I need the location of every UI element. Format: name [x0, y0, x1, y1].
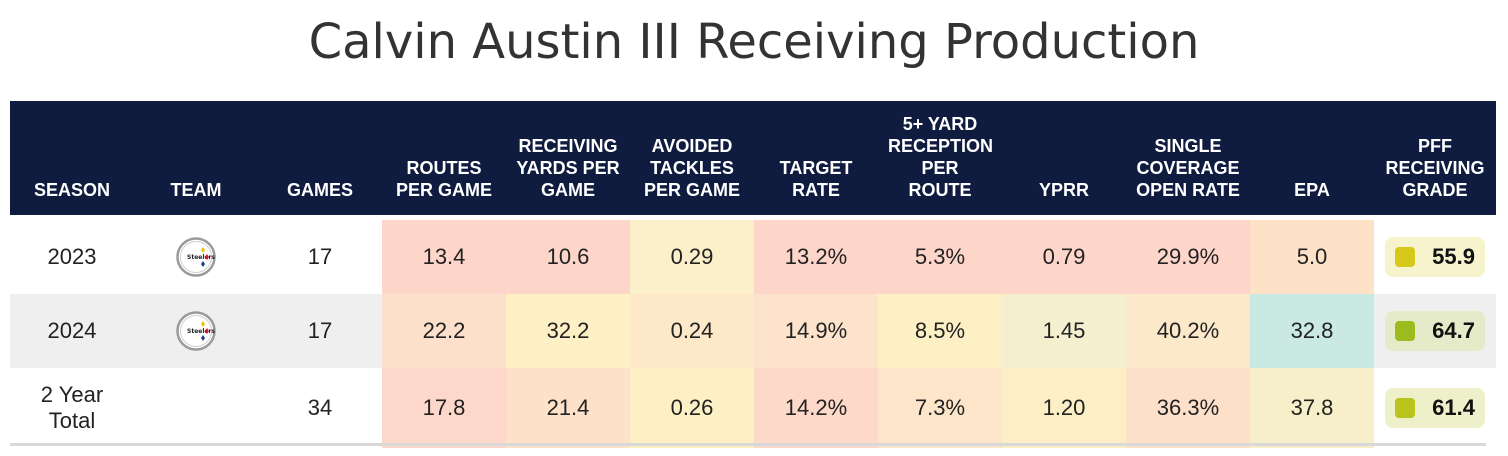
- season-cell: 2024: [47, 318, 97, 343]
- epa-cell: 5.0: [1250, 220, 1374, 294]
- yprr-cell: 0.79: [1002, 220, 1126, 294]
- table-row: 2024 Steelers 17 22.2 32.2 0.24 14.9% 8.5% 1.45 4…: [10, 294, 1496, 368]
- ryds-cell: 21.4: [506, 368, 630, 448]
- team-cell: Steelers: [134, 294, 258, 368]
- games-cell: 17: [307, 318, 333, 343]
- target-cell: 13.2%: [754, 220, 878, 294]
- svg-text:Steelers: Steelers: [187, 328, 215, 335]
- avoided-cell: 0.26: [630, 368, 754, 448]
- games-cell: 17: [307, 244, 333, 269]
- svg-text:Steelers: Steelers: [187, 254, 215, 261]
- grade-badge: 55.9: [1385, 237, 1485, 277]
- header-avoided: AVOIDED TACKLES PER GAME: [643, 136, 740, 200]
- grade-value: 55.9: [1432, 244, 1475, 269]
- single-cell: 40.2%: [1126, 294, 1250, 368]
- avoided-cell: 0.29: [630, 220, 754, 294]
- header-five: 5+ YARD RECEPTION PER ROUTE: [888, 114, 994, 200]
- target-cell: 14.2%: [754, 368, 878, 448]
- routes-cell: 22.2: [382, 294, 506, 368]
- header-team: TEAM: [170, 180, 222, 200]
- grade-color-swatch: [1395, 247, 1415, 267]
- steelers-logo-icon: Steelers: [176, 311, 216, 351]
- single-cell: 29.9%: [1126, 220, 1250, 294]
- stats-table: SEASON TEAM GAMES ROUTES PER GAME RECEIVING …: [10, 101, 1496, 448]
- target-cell: 14.9%: [754, 294, 878, 368]
- season-cell: 2023: [47, 244, 97, 269]
- yprr-cell: 1.20: [1002, 368, 1126, 448]
- grade-value: 64.7: [1432, 318, 1475, 343]
- routes-cell: 17.8: [382, 368, 506, 448]
- epa-cell: 37.8: [1250, 368, 1374, 448]
- grade-color-swatch: [1395, 321, 1415, 341]
- games-cell: 34: [307, 395, 333, 420]
- five-cell: 7.3%: [878, 368, 1002, 448]
- header-season: SEASON: [33, 180, 111, 200]
- team-cell: Steelers: [134, 220, 258, 294]
- table-header: SEASON TEAM GAMES ROUTES PER GAME RECEIVING …: [10, 101, 1496, 215]
- steelers-logo-icon: Steelers: [176, 237, 216, 277]
- chart-title: Calvin Austin III Receiving Production: [308, 14, 1200, 70]
- table-bottom-divider: [10, 443, 1486, 446]
- header-target: TARGET RATE: [779, 158, 853, 200]
- yprr-cell: 1.45: [1002, 294, 1126, 368]
- table-row: 2023 Steelers 17 13.4 10.6 0.29 13.2% 5.3% 0.79 2…: [10, 220, 1496, 294]
- grade-cell: 64.7: [1374, 294, 1496, 368]
- team-cell: [134, 368, 258, 448]
- grade-badge: 64.7: [1385, 311, 1485, 351]
- grade-value: 61.4: [1432, 395, 1475, 420]
- grade-cell: 61.4: [1374, 368, 1496, 448]
- ryds-cell: 32.2: [506, 294, 630, 368]
- header-yprr: YPRR: [1038, 180, 1089, 200]
- ryds-cell: 10.6: [506, 220, 630, 294]
- season-cell: 2 Year Total: [40, 382, 104, 433]
- grade-badge: 61.4: [1385, 388, 1485, 428]
- five-cell: 5.3%: [878, 220, 1002, 294]
- table-row: 2 Year Total 34 17.8 21.4 0.26 14.2% 7.3% 1.20 3…: [10, 368, 1496, 448]
- grade-color-swatch: [1395, 398, 1415, 418]
- header-epa: EPA: [1294, 180, 1330, 200]
- grade-cell: 55.9: [1374, 220, 1496, 294]
- routes-cell: 13.4: [382, 220, 506, 294]
- epa-cell: 32.8: [1250, 294, 1374, 368]
- five-cell: 8.5%: [878, 294, 1002, 368]
- single-cell: 36.3%: [1126, 368, 1250, 448]
- avoided-cell: 0.24: [630, 294, 754, 368]
- header-routes: ROUTES PER GAME: [395, 158, 492, 200]
- header-single: SINGLE COVERAGE OPEN RATE: [1136, 136, 1240, 200]
- header-ryds: RECEIVING YARDS PER GAME: [516, 136, 620, 200]
- header-games: GAMES: [286, 180, 353, 200]
- header-grade: PFF RECEIVING GRADE: [1385, 136, 1485, 200]
